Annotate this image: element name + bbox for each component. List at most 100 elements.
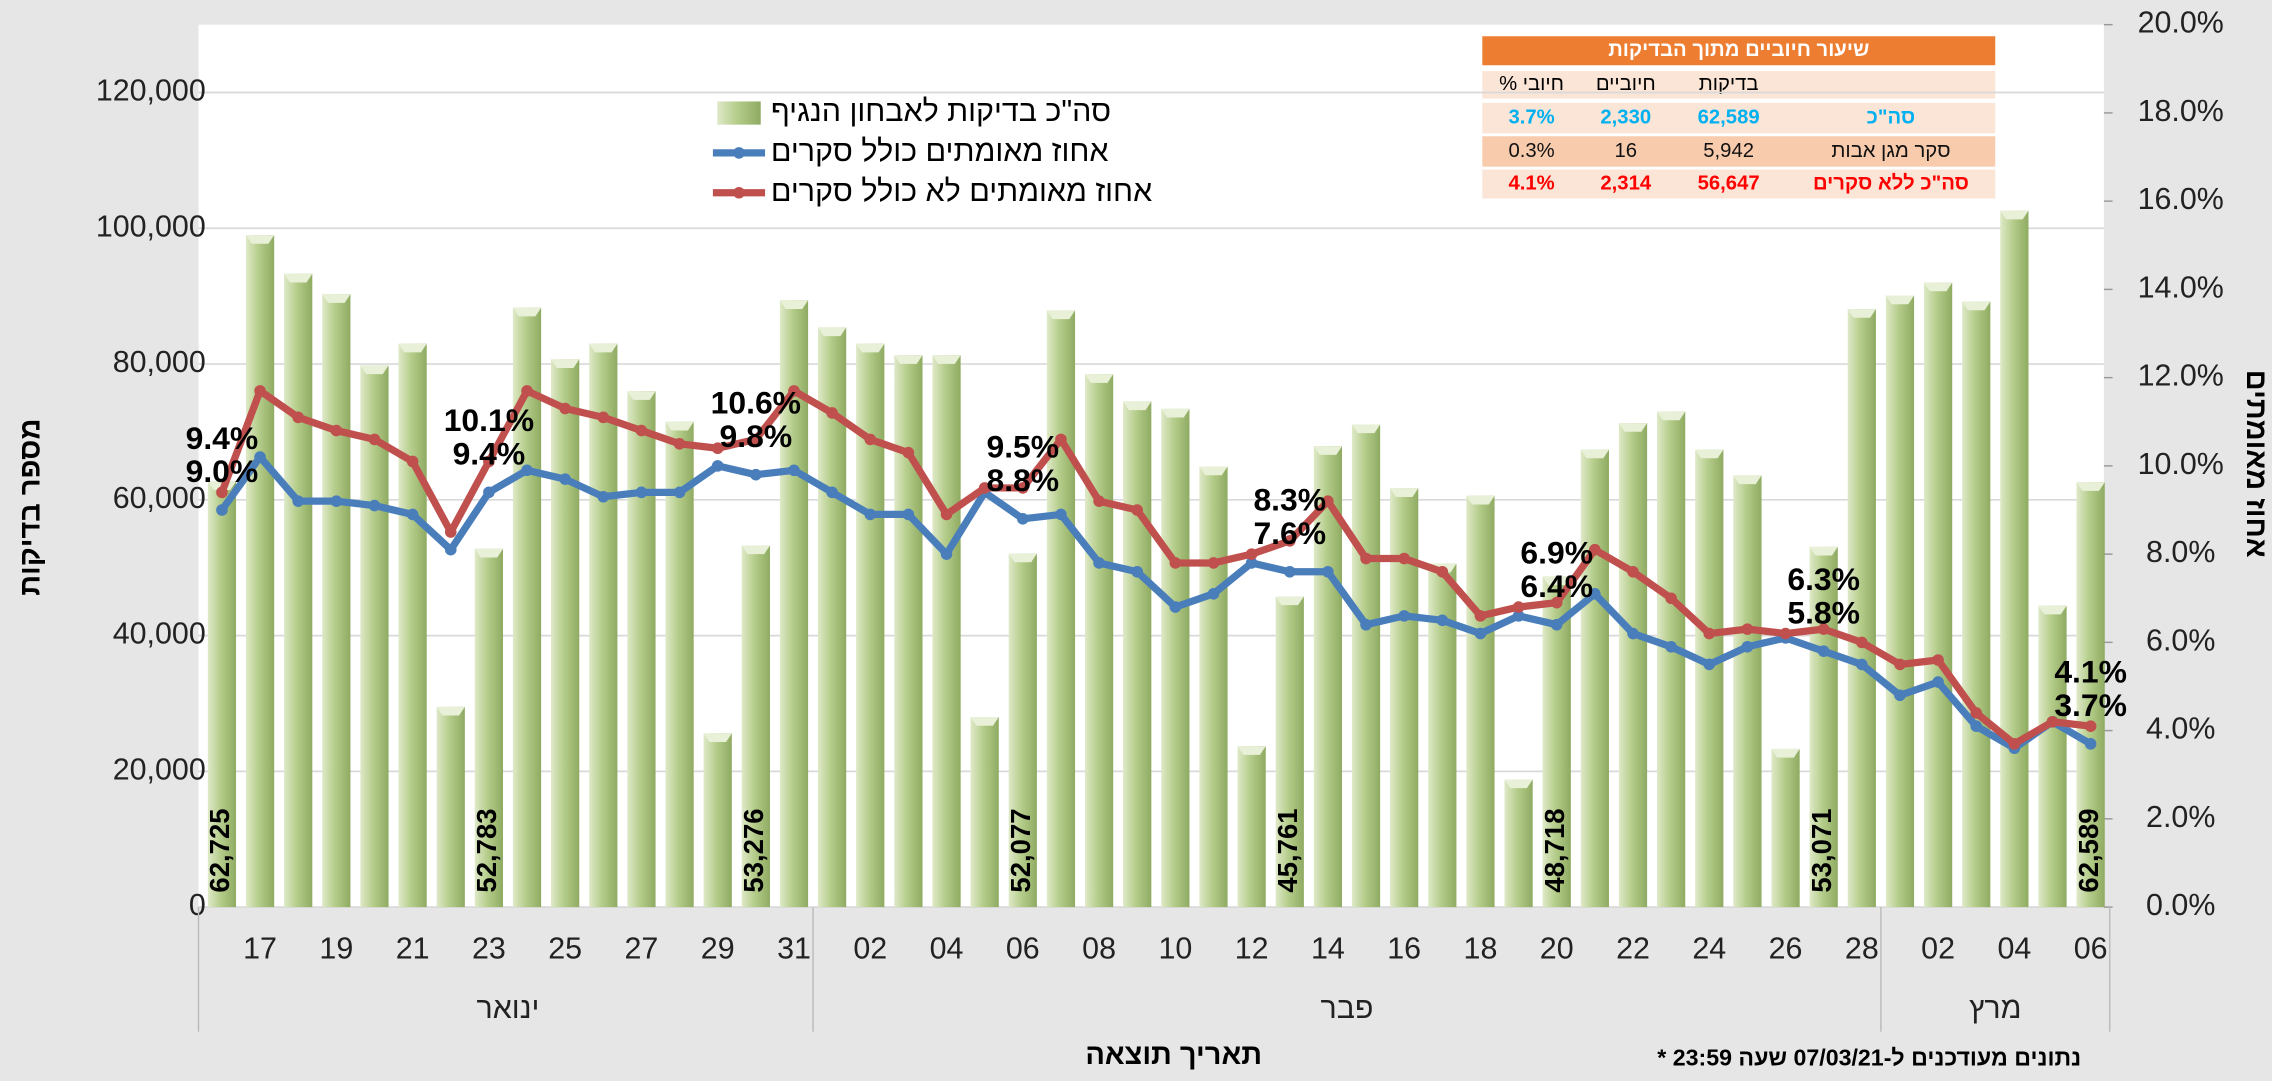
table-header-bg — [1482, 71, 1996, 99]
line-marker — [1245, 557, 1258, 569]
line-marker — [788, 464, 800, 477]
line-marker — [1894, 658, 1906, 671]
month-label: פבר — [1320, 991, 1373, 1025]
x-tick-label: 22 — [1616, 932, 1650, 966]
bar — [894, 355, 923, 908]
y2-tick-label: 16.0% — [2138, 182, 2224, 216]
bar — [741, 545, 770, 908]
bar-cap — [779, 300, 809, 309]
bar-value-label: 48,718 — [1539, 808, 1570, 892]
line-marker — [788, 385, 800, 397]
bar — [1618, 423, 1648, 908]
bar — [1008, 553, 1037, 908]
bar — [2000, 210, 2029, 908]
bar-cap — [1046, 310, 1076, 320]
bar-value-label: 45,761 — [1272, 808, 1303, 892]
bar-cap — [2000, 210, 2029, 220]
line-marker — [1970, 707, 1983, 719]
y2-tick-label: 12.0% — [2138, 359, 2224, 393]
line-value-label: 4.1% — [2054, 654, 2127, 690]
x-tick-label: 21 — [396, 932, 430, 966]
line-marker — [1741, 640, 1754, 653]
x-tick-label: 29 — [701, 932, 735, 966]
line-value-label: 10.1% — [444, 402, 534, 438]
bar — [551, 359, 580, 908]
line-marker — [2046, 715, 2059, 728]
footnote: * נתונים מעודכנים ל-07/03/21 שעה 23:59 — [1657, 1044, 2081, 1070]
table-header: % חיובי — [1499, 73, 1564, 95]
line-marker — [483, 486, 495, 499]
y-axis-title: מספר בדיקות — [15, 419, 47, 596]
line-marker — [406, 455, 419, 468]
line-marker — [826, 486, 838, 499]
bar-cap — [2038, 605, 2067, 615]
month-label: מרץ — [1969, 991, 2021, 1025]
x-tick-label: 12 — [1235, 932, 1269, 966]
bar-value-label: 52,077 — [1005, 808, 1036, 892]
bar — [1199, 466, 1228, 908]
bar-cap — [1580, 449, 1609, 459]
bar-cap — [1084, 374, 1114, 383]
bar-cap — [741, 545, 770, 555]
line — [218, 387, 2092, 748]
table-row-bg — [1482, 169, 1996, 199]
line-marker — [1550, 596, 1563, 609]
bar-cap — [1542, 576, 1571, 586]
y2-tick-label: 10.0% — [2138, 447, 2224, 481]
line-value-label: 9.5% — [986, 429, 1059, 465]
line-marker — [1817, 623, 1830, 635]
bar — [1809, 546, 1838, 908]
bar-cap — [245, 235, 275, 244]
bar — [1771, 748, 1800, 908]
bar-cap — [1847, 309, 1876, 318]
line-marker — [1474, 627, 1487, 640]
line-marker — [1665, 640, 1677, 653]
bar-cap — [818, 327, 847, 337]
bar — [2076, 482, 2105, 908]
table-cell: 16 — [1614, 140, 1637, 162]
table-cell: 62,589 — [1698, 106, 1760, 128]
line-marker — [1360, 618, 1372, 631]
x-tick-label: 04 — [930, 932, 964, 966]
bar-cap — [398, 343, 427, 353]
bar — [322, 294, 351, 908]
line-marker — [1398, 552, 1410, 565]
line-marker — [1589, 543, 1601, 556]
bar-cap — [894, 355, 923, 364]
line-marker — [1932, 654, 1944, 666]
bar-cap — [2076, 482, 2105, 491]
bar-cap — [932, 355, 961, 364]
line-marker — [826, 407, 838, 419]
line-marker — [1589, 588, 1601, 600]
bar — [1313, 446, 1343, 908]
line-marker — [597, 490, 610, 503]
line-marker — [1017, 482, 1029, 494]
bar — [1161, 408, 1190, 908]
line-marker — [1436, 565, 1449, 578]
bar — [818, 327, 847, 908]
bar — [1237, 746, 1266, 908]
line-marker — [597, 411, 610, 424]
x-tick-label: 20 — [1540, 932, 1574, 966]
bar-cap — [1809, 546, 1838, 556]
line-marker — [902, 508, 915, 521]
line-value-label: 7.6% — [1253, 515, 1326, 551]
x-axis-title: תאריך תוצאה — [1085, 1039, 1262, 1071]
line-marker — [1093, 495, 1105, 507]
line-value-label: 10.6% — [711, 385, 801, 421]
bar-value-label: 53,071 — [1806, 808, 1837, 892]
x-tick-label: 06 — [2074, 932, 2108, 966]
bar-cap — [665, 421, 694, 431]
legend-label: אחוז מאומתים לא כולל סקרים — [771, 174, 1152, 208]
line-marker — [1970, 720, 1983, 732]
bar — [284, 273, 313, 908]
legend-label: אחוז מאומתים כולל סקרים — [771, 134, 1109, 168]
table-cell: 3.7% — [1508, 106, 1554, 128]
line-marker — [254, 385, 266, 397]
line-marker — [864, 508, 877, 521]
line-value-label: 9.0% — [186, 453, 259, 489]
x-tick-label: 25 — [548, 932, 582, 966]
bar — [627, 391, 656, 908]
line-value-label: 6.9% — [1520, 535, 1593, 571]
